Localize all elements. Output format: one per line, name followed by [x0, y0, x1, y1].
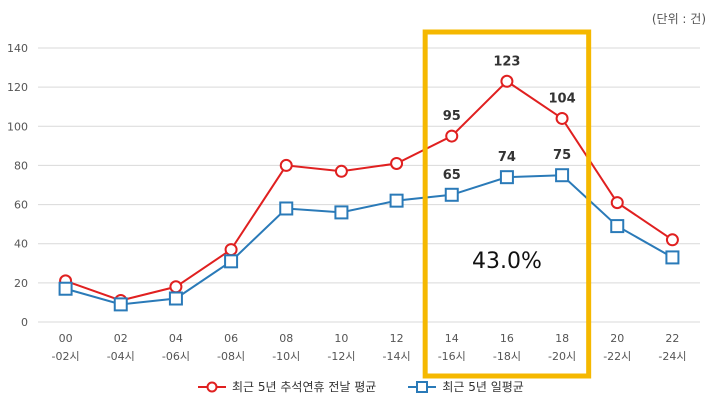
series-line-1 [65, 79, 673, 302]
x-tick-label: 14 [445, 332, 459, 345]
legend-item-series1: 최근 5년 추석연휴 전날 평균 [198, 378, 376, 395]
x-tick-label: 20 [610, 332, 624, 345]
data-point-square [389, 193, 404, 208]
y-tick-label: 60 [14, 199, 28, 212]
x-tick-label: -08시 [217, 350, 245, 363]
data-point-square [665, 250, 680, 265]
x-tick-label: 10 [334, 332, 348, 345]
x-tick-label: -22시 [603, 350, 631, 363]
data-label: 75 [553, 148, 571, 163]
data-point-circle [224, 243, 238, 257]
x-tick-label: -24시 [658, 350, 686, 363]
data-point-circle [610, 196, 624, 210]
x-tick-label: 16 [500, 332, 514, 345]
data-point-square [555, 168, 570, 183]
unit-label: (단위 : 건) [651, 12, 706, 26]
y-tick-label: 20 [14, 277, 28, 290]
y-tick-label: 140 [7, 42, 28, 55]
x-tick-label: -06시 [162, 350, 190, 363]
data-label: 104 [549, 91, 576, 106]
data-point-circle [555, 111, 569, 125]
data-point-circle [665, 233, 679, 247]
data-point-circle [500, 74, 514, 88]
data-point-square [334, 205, 349, 220]
x-tick-label: -16시 [438, 350, 466, 363]
x-tick-label: -10시 [272, 350, 300, 363]
highlight-box [422, 29, 592, 379]
series-line-2 [65, 174, 673, 306]
data-label: 95 [443, 109, 461, 124]
data-point-square [113, 297, 128, 312]
x-tick-label: 00 [59, 332, 73, 345]
data-point-circle [169, 280, 183, 294]
y-tick-label: 100 [7, 120, 28, 133]
legend-label-series2: 최근 5년 일평균 [442, 380, 524, 394]
x-tick-label: 02 [114, 332, 128, 345]
y-tick-label: 40 [14, 238, 28, 251]
y-tick-label: 0 [21, 316, 28, 329]
legend-label-series1: 최근 5년 추석연휴 전날 평균 [232, 380, 377, 394]
data-label: 123 [493, 54, 520, 69]
data-point-square [499, 170, 514, 185]
data-point-circle [445, 129, 459, 143]
data-point-circle [279, 158, 293, 172]
legend-item-series2: 최근 5년 일평균 [408, 378, 524, 395]
x-tick-label: -14시 [383, 350, 411, 363]
data-point-circle [334, 164, 348, 178]
x-tick-label: 22 [665, 332, 679, 345]
x-tick-label: 06 [224, 332, 238, 345]
x-tick-label: -20시 [548, 350, 576, 363]
x-tick-label: -18시 [493, 350, 521, 363]
x-tick-label: 12 [390, 332, 404, 345]
y-tick-label: 80 [14, 159, 28, 172]
data-point-square [224, 254, 239, 269]
data-point-square [58, 281, 73, 296]
data-label: 74 [498, 150, 516, 165]
data-point-square [444, 187, 459, 202]
data-point-square [168, 291, 183, 306]
data-point-circle [390, 156, 404, 170]
x-tick-label: 08 [279, 332, 293, 345]
x-tick-label: -02시 [52, 350, 80, 363]
data-point-square [279, 201, 294, 216]
y-tick-label: 120 [7, 81, 28, 94]
data-point-square [610, 219, 625, 234]
x-tick-label: 18 [555, 332, 569, 345]
x-tick-label: -12시 [327, 350, 355, 363]
x-tick-label: -04시 [107, 350, 135, 363]
data-label: 65 [443, 168, 461, 183]
legend-marker-square-icon [408, 380, 437, 393]
legend-marker-circle-icon [198, 381, 226, 392]
legend: 최근 5년 추석연휴 전날 평균 최근 5년 일평균 [198, 378, 524, 395]
x-tick-label: 04 [169, 332, 183, 345]
highlight-annotation: 43.0% [472, 249, 542, 274]
